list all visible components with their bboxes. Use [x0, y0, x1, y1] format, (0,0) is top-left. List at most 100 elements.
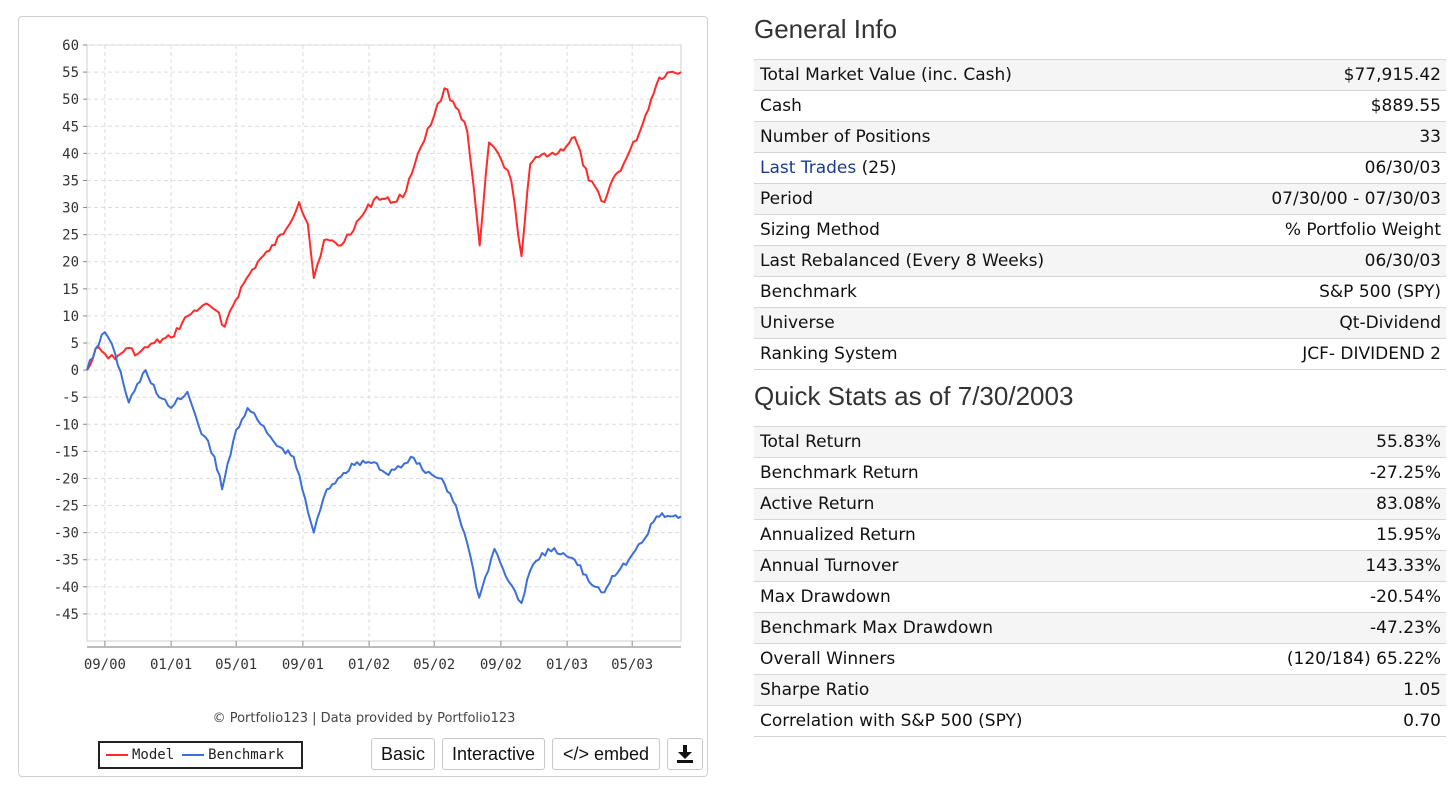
- row-value: 55.83%: [1376, 432, 1441, 452]
- info-row-last-rebalanced: Last Rebalanced (Every 8 Weeks) 06/30/03: [754, 246, 1446, 277]
- row-label: Overall Winners: [760, 649, 896, 669]
- info-row-benchmark: Benchmark S&P 500 (SPY): [754, 277, 1446, 308]
- last-trades-link[interactable]: Last Trades: [760, 158, 857, 178]
- row-value: $77,915.42: [1343, 65, 1441, 85]
- info-row-last-trades: Last Trades (25) 06/30/03: [754, 153, 1446, 184]
- row-value: (120/184) 65.22%: [1286, 649, 1441, 669]
- row-value: 07/30/00 - 07/30/03: [1271, 189, 1441, 209]
- row-value: 0.70: [1403, 711, 1441, 731]
- download-icon: [677, 745, 693, 763]
- row-label: Annual Turnover: [760, 556, 899, 576]
- last-trades-count: (25): [861, 158, 897, 178]
- performance-line-chart: 605550454035302520151050-5-10-15-20-25-3…: [54, 38, 682, 673]
- row-label: Benchmark Return: [760, 463, 919, 483]
- y-tick-label: -35: [54, 553, 79, 569]
- y-tick-label: 60: [62, 38, 79, 54]
- x-tick-label: 01/02: [348, 657, 390, 673]
- y-tick-label: -30: [54, 526, 79, 542]
- row-label: Annualized Return: [760, 525, 916, 545]
- x-tick-label: 09/00: [84, 657, 126, 673]
- chart-credit: © Portfolio123 | Data provided by Portfo…: [212, 711, 516, 726]
- y-tick-label: -10: [54, 417, 79, 433]
- legend-swatch-benchmark: [182, 754, 205, 756]
- x-tick-label: 09/02: [480, 657, 522, 673]
- embed-button[interactable]: </> embed: [552, 738, 660, 770]
- stat-row-active-return: Active Return 83.08%: [754, 489, 1446, 520]
- stat-row-sharpe-ratio: Sharpe Ratio 1.05: [754, 675, 1446, 706]
- stat-row-benchmark-max-drawdown: Benchmark Max Drawdown -47.23%: [754, 613, 1446, 644]
- positions-count-link[interactable]: 33: [1419, 127, 1441, 147]
- stat-row-annual-turnover: Annual Turnover 143.33%: [754, 551, 1446, 582]
- row-value: 06/30/03: [1364, 251, 1441, 271]
- row-value: -20.54%: [1370, 587, 1441, 607]
- y-tick-label: -45: [54, 607, 79, 623]
- y-tick-label: 0: [71, 363, 79, 379]
- x-tick-label: 05/01: [215, 657, 257, 673]
- row-value: 143.33%: [1365, 556, 1441, 576]
- quick-stats-table: Total Return 55.83% Benchmark Return -27…: [754, 426, 1446, 737]
- chart-legend: Model Benchmark: [98, 741, 303, 769]
- basic-button[interactable]: Basic: [371, 738, 435, 770]
- row-label: Benchmark Max Drawdown: [760, 618, 994, 638]
- row-label: Correlation with S&P 500 (SPY): [760, 711, 1023, 731]
- y-tick-label: 50: [62, 92, 79, 108]
- y-tick-label: -5: [62, 390, 79, 406]
- y-tick-label: 35: [62, 173, 79, 189]
- series-line-benchmark: [86, 331, 682, 605]
- legend-label-model: Model: [132, 747, 175, 763]
- y-tick-label: 30: [62, 201, 79, 217]
- stat-row-benchmark-return: Benchmark Return -27.25%: [754, 458, 1446, 489]
- x-tick-label: 05/02: [413, 657, 455, 673]
- row-label: Total Market Value (inc. Cash): [760, 65, 1012, 85]
- row-label: Active Return: [760, 494, 875, 514]
- performance-chart-panel: 60 55 50 45 40 35 30 25 20 15 10 5 0 -5 -10 -15 -20 -25 -3…: [18, 16, 708, 777]
- row-label: Sizing Method: [760, 220, 880, 240]
- interactive-button[interactable]: Interactive: [442, 738, 545, 770]
- y-tick-label: 25: [62, 228, 79, 244]
- row-label: Ranking System: [760, 344, 898, 364]
- row-value: -27.25%: [1370, 463, 1441, 483]
- y-tick-label: -40: [54, 580, 79, 596]
- row-value: S&P 500 (SPY): [1319, 282, 1441, 302]
- y-tick-label: -15: [54, 444, 79, 460]
- stat-row-annualized-return: Annualized Return 15.95%: [754, 520, 1446, 551]
- y-tick-label: 40: [62, 146, 79, 162]
- stat-row-total-return: Total Return 55.83%: [754, 427, 1446, 458]
- x-tick-label: 01/03: [546, 657, 588, 673]
- row-label: Max Drawdown: [760, 587, 891, 607]
- download-button[interactable]: [667, 738, 703, 770]
- chart-toolbar: Basic Interactive </> embed: [19, 738, 707, 770]
- row-value: -47.23%: [1370, 618, 1441, 638]
- stat-row-max-drawdown: Max Drawdown -20.54%: [754, 582, 1446, 613]
- stat-row-overall-winners: Overall Winners (120/184) 65.22%: [754, 644, 1446, 675]
- x-tick-label: 01/01: [150, 657, 192, 673]
- x-tick-label: 05/03: [611, 657, 653, 673]
- row-label: Total Return: [760, 432, 862, 452]
- x-tick-label: 09/01: [282, 657, 324, 673]
- y-tick-label: 45: [62, 119, 79, 135]
- quick-stats-title: Quick Stats as of 7/30/2003: [754, 381, 1074, 411]
- y-tick-label: -25: [54, 499, 79, 515]
- row-value: $889.55: [1370, 96, 1441, 116]
- y-tick-label: 10: [62, 309, 79, 325]
- series-line-model: [86, 70, 682, 371]
- universe-link[interactable]: Qt-Dividend: [1339, 313, 1441, 333]
- info-row-number-of-positions: Number of Positions 33: [754, 122, 1446, 153]
- info-row-cash: Cash $889.55: [754, 91, 1446, 122]
- general-info-table: Total Market Value (inc. Cash) $77,915.4…: [754, 59, 1446, 370]
- stat-row-correlation: Correlation with S&P 500 (SPY) 0.70: [754, 706, 1446, 737]
- y-tick-label: 15: [62, 282, 79, 298]
- info-row-total-market-value: Total Market Value (inc. Cash) $77,915.4…: [754, 60, 1446, 91]
- row-label: Benchmark: [760, 282, 857, 302]
- row-label: Sharpe Ratio: [760, 680, 870, 700]
- number-of-positions-link[interactable]: Number of Positions: [760, 127, 931, 147]
- info-row-universe: Universe Qt-Dividend: [754, 308, 1446, 339]
- info-row-period: Period 07/30/00 - 07/30/03: [754, 184, 1446, 215]
- last-trades-date-link[interactable]: 06/30/03: [1364, 158, 1441, 178]
- general-info-title: General Info: [754, 14, 898, 44]
- row-label: Cash: [760, 96, 802, 116]
- row-value: 15.95%: [1376, 525, 1441, 545]
- legend-label-benchmark: Benchmark: [208, 747, 285, 763]
- row-value: 1.05: [1403, 680, 1441, 700]
- ranking-system-link[interactable]: JCF- DIVIDEND 2: [1302, 344, 1441, 364]
